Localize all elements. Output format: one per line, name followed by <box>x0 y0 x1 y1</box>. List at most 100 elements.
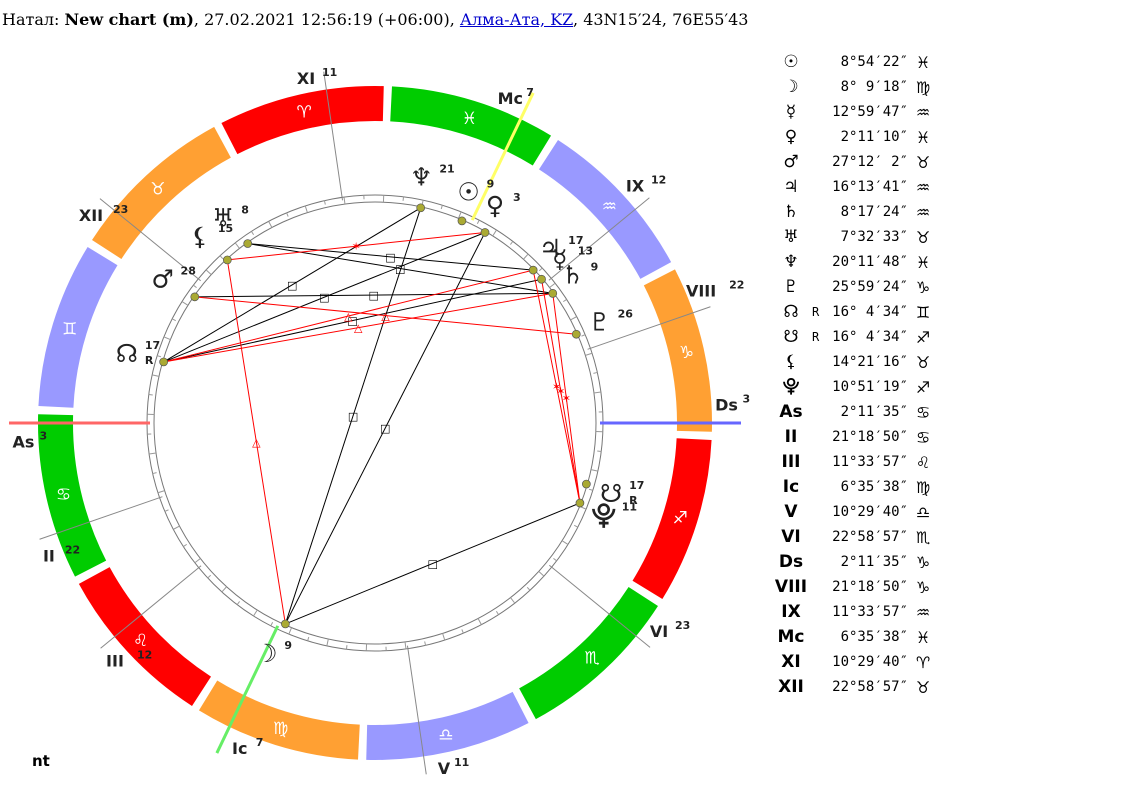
position-value: 10°29′40″ <box>832 504 908 520</box>
degree-tick <box>152 374 160 377</box>
aspect-line <box>163 207 421 363</box>
position-value: 22°58′57″ <box>832 679 908 695</box>
position-sign: ♓ <box>915 253 931 272</box>
position-sign: ♒ <box>915 603 931 622</box>
position-row: ⚸ 14°21′16″ ♉ <box>770 350 938 375</box>
degree-tick <box>193 284 197 288</box>
position-row: XII 22°58′57″ ♉ <box>770 675 938 700</box>
position-sign: ♉ <box>915 153 931 172</box>
position-sign: ♍ <box>915 478 931 497</box>
position-glyph: ☽ <box>783 77 799 97</box>
zodiac-segment <box>38 414 107 577</box>
house-degree: 11 <box>322 66 337 79</box>
position-sign: ♌ <box>915 453 931 472</box>
degree-tick <box>574 524 579 528</box>
planet-degree: 11 <box>622 501 637 514</box>
place-link[interactable]: Алма-Ата, KZ <box>459 10 574 29</box>
position-sign: ♍ <box>915 78 931 97</box>
degree-tick <box>194 558 201 564</box>
position-row: ♀ 2°11′10″ ♓ <box>770 125 938 150</box>
position-row: III 11°33′57″ ♌ <box>770 450 938 475</box>
house-degree: 22 <box>65 544 80 557</box>
zodiac-segment <box>38 246 118 408</box>
position-row: ♆ 20°11′48″ ♓ <box>770 250 938 275</box>
position-glyph: III <box>781 452 801 472</box>
position-value: 27°12′ 2″ <box>832 154 908 170</box>
position-value: 12°59′47″ <box>832 104 908 120</box>
degree-tick <box>270 622 274 627</box>
house-cusp-line <box>100 565 202 649</box>
zodiac-segment <box>78 567 212 706</box>
position-sign: ♒ <box>915 103 931 122</box>
position-retro <box>812 650 828 675</box>
house-degree: 3 <box>39 429 47 442</box>
position-glyph: ♄ <box>783 202 799 222</box>
position-glyph: ♅ <box>783 227 799 247</box>
position-row: Ds 2°11′35″ ♑ <box>770 550 938 575</box>
position-glyph: Mc <box>777 627 805 647</box>
aspect-marker: □ <box>347 315 357 328</box>
degree-tick <box>234 242 240 249</box>
position-value: 25°59′24″ <box>832 279 908 295</box>
position-value: 8°17′24″ <box>840 204 908 220</box>
aspect-marker: □ <box>380 422 390 435</box>
house-label: III <box>106 651 124 670</box>
house-degree: 7 <box>256 736 264 749</box>
house-degree: 23 <box>675 619 690 632</box>
retrograde-marker: R <box>629 494 638 507</box>
position-value: 22°58′57″ <box>832 529 908 545</box>
house-cusp-line <box>548 197 650 281</box>
house-cusp-line <box>587 306 711 350</box>
aspect-line <box>284 207 422 625</box>
house-label: Mc <box>498 89 523 108</box>
degree-tick <box>149 452 157 455</box>
position-value: 10°51′19″ <box>832 379 908 395</box>
position-value: 14°21′16″ <box>832 354 908 370</box>
position-retro <box>812 100 828 125</box>
degree-tick <box>477 618 482 625</box>
planet-glyph: ☉ <box>457 178 479 207</box>
aspect-line <box>285 502 581 625</box>
aspect-line <box>163 269 534 363</box>
zodiac-segment <box>538 140 672 279</box>
position-retro <box>812 400 828 425</box>
position-row: ⯓ 10°51′19″ ♐ <box>770 375 938 400</box>
degree-tick <box>553 558 557 562</box>
house-label: As <box>13 432 35 451</box>
position-glyph: ⯓ <box>782 377 800 397</box>
aspect-marker: △ <box>344 310 353 323</box>
zodiac-segment <box>390 86 552 166</box>
natal-chart-wheel: ♈♉♊♋♌♍ ♎♏♐♑♒♓ □□□□□□□□□✶△△△△✶✶✶ ☉ 9☽ 9☿ 13♀ 3… <box>9 66 751 778</box>
position-value: 8° 9′18″ <box>840 79 908 95</box>
planet-dot <box>528 265 538 275</box>
degree-tick <box>152 472 157 475</box>
planet-degree: 17 <box>568 234 583 247</box>
degree-tick <box>549 282 556 288</box>
position-glyph: VI <box>781 527 801 547</box>
degree-tick <box>442 633 446 641</box>
degree-tick <box>495 610 499 615</box>
position-glyph: V <box>784 502 798 522</box>
position-row: ♄ 8°17′24″ ♒ <box>770 200 938 225</box>
position-glyph: Ds <box>778 552 804 572</box>
position-glyph: ⚸ <box>784 352 798 372</box>
degree-tick <box>345 645 348 650</box>
position-value: 11°33′57″ <box>832 604 908 620</box>
inner-degree-ring <box>153 201 597 645</box>
midheaven-axis <box>470 92 535 221</box>
aspect-marker: △ <box>381 310 390 323</box>
header-datetime: , 27.02.2021 12:56:19 (+06:00), <box>193 10 460 29</box>
aspect-lines: □□□□□□□□□✶△△△△✶✶✶ <box>163 207 581 625</box>
degree-tick <box>183 543 188 547</box>
degree-tick <box>286 212 289 217</box>
planet-degree: 9 <box>284 639 292 652</box>
planet-dot <box>281 619 290 629</box>
position-row: ♇ 25°59′24″ ♑ <box>770 275 938 300</box>
position-sign: ♐ <box>915 328 931 347</box>
degree-tick <box>561 540 569 545</box>
position-row: VIII 21°18′50″ ♑ <box>770 575 938 600</box>
house-label: Ic <box>232 739 247 758</box>
degree-tick <box>288 627 292 635</box>
position-retro <box>812 525 828 550</box>
